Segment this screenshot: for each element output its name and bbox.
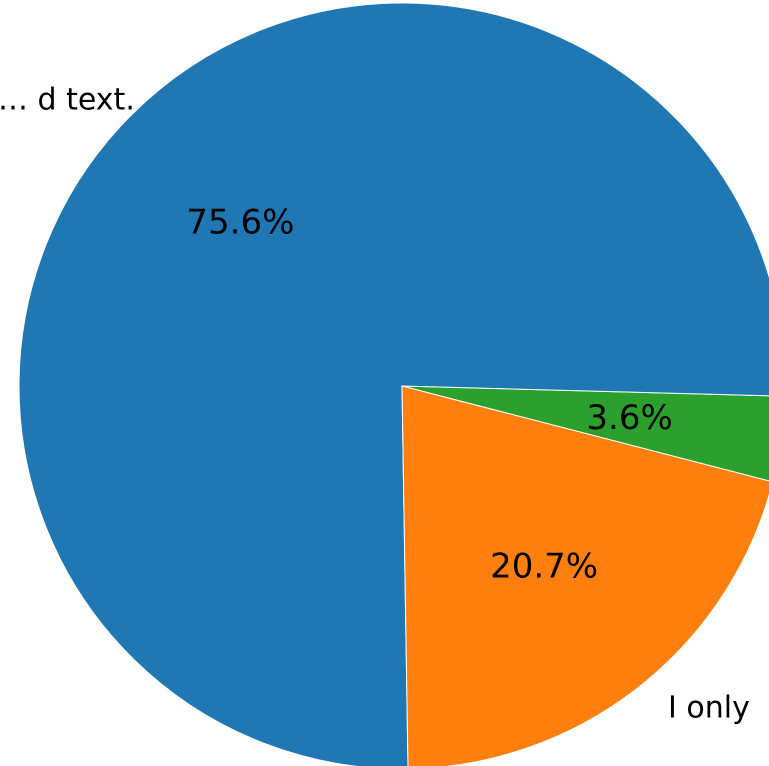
pie-category-label-2: I only [668, 691, 750, 726]
pie-category-label-1: … d text. [0, 83, 135, 118]
pie-pct-label-2: 20.7% [490, 547, 598, 587]
pie-pct-label-1: 75.6% [186, 203, 294, 243]
pie-pct-label-0: 3.6% [586, 398, 672, 438]
